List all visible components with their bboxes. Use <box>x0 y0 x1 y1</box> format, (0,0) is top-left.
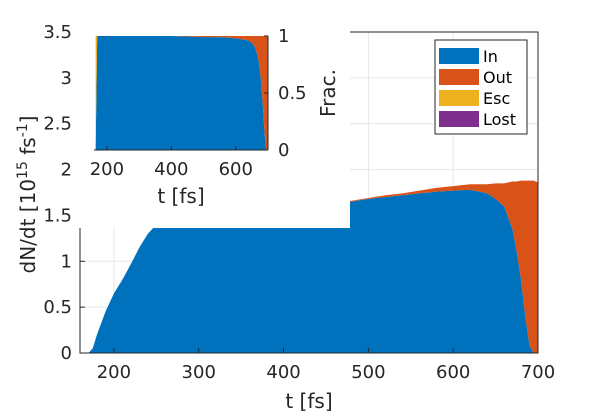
y-axis-label-part-4: ] <box>16 116 40 124</box>
legend-label-lost: Lost <box>483 110 516 129</box>
inset-xtick-label: 600 <box>219 159 253 180</box>
inset-x-axis-label: t [fs] <box>157 184 204 208</box>
main-ytick-label: 0 <box>61 343 72 364</box>
main-xtick-label: 700 <box>521 362 555 383</box>
legend-swatch-esc <box>439 90 479 106</box>
main-ytick-label: 3 <box>61 68 72 89</box>
inset-xtick-label: 400 <box>154 159 188 180</box>
legend-swatch-out <box>439 69 479 85</box>
legend-swatch-in <box>439 48 479 64</box>
inset-xtick-label: 200 <box>90 159 124 180</box>
inset-ytick-label: 1 <box>278 26 289 47</box>
main-xtick-label: 600 <box>436 362 470 383</box>
legend-label-out: Out <box>483 68 512 87</box>
main-xtick-label: 200 <box>97 362 131 383</box>
legend-label-esc: Esc <box>483 89 510 108</box>
main-xtick-label: 300 <box>182 362 216 383</box>
y-axis-label-part-3: -1 <box>15 123 31 137</box>
main-ytick-label: 2 <box>61 160 72 181</box>
inset-ytick-label: 0 <box>278 140 289 161</box>
inset-ytick-label: 0.5 <box>278 83 307 104</box>
main-ytick-label: 1 <box>61 251 72 272</box>
y-axis-label-part-2: fs <box>16 137 40 161</box>
main-y-axis-label: dN/dt [1015 fs-1] <box>15 116 40 274</box>
inset-plot: 200 400 600 0 0.5 1 t [fs] Frac. <box>78 26 350 228</box>
legend: In Out Esc Lost <box>434 39 528 135</box>
main-ytick-label: 3.5 <box>43 22 72 43</box>
y-axis-label-part-1: 15 <box>15 161 31 179</box>
inset-area-in <box>95 36 268 150</box>
main-xtick-label: 400 <box>266 362 300 383</box>
main-area-in <box>88 189 538 353</box>
inset-y-axis-label: Frac. <box>316 69 340 117</box>
legend-swatch-lost <box>439 111 479 127</box>
main-ytick-label: 2.5 <box>43 114 72 135</box>
legend-label-in: In <box>483 47 498 66</box>
y-axis-label-part-0: dN/dt [10 <box>16 179 40 274</box>
main-ytick-label: 1.5 <box>43 205 72 226</box>
main-ytick-label: 0.5 <box>43 297 72 318</box>
main-xtick-label: 500 <box>351 362 385 383</box>
main-x-axis-label: t [fs] <box>285 389 332 413</box>
